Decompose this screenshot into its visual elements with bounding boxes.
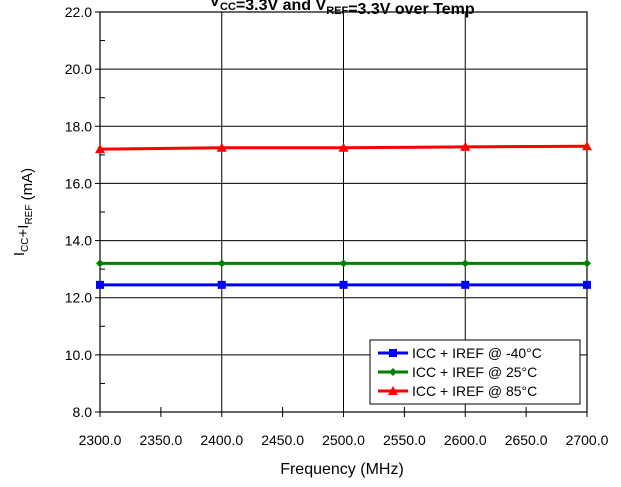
- data-point: [339, 280, 348, 289]
- legend-label: ICC + IREF @ -40°C: [412, 345, 542, 361]
- legend-item: ICC + IREF @ 85°C: [378, 383, 537, 399]
- y-tick-label: 22.0: [65, 4, 92, 20]
- x-tick-label: 2300.0: [79, 432, 122, 448]
- legend-label: ICC + IREF @ 25°C: [412, 364, 537, 380]
- data-point: [217, 259, 226, 268]
- series-1: [96, 280, 591, 289]
- legend: ICC + IREF @ -40°C ICC + IREF @ 25°C ICC +…: [369, 339, 581, 405]
- y-tick-labels: 8.0 10.0 12.0 14.0 16.0 18.0 20.0 22.0: [65, 4, 92, 420]
- x-tick-label: 2400.0: [200, 432, 243, 448]
- data-point: [339, 259, 348, 268]
- y-tick-label: 16.0: [65, 175, 92, 191]
- x-tick-label: 2500.0: [322, 432, 365, 448]
- x-tick-label: 2450.0: [261, 432, 304, 448]
- chart-title: VCC=3.3V and VREF=3.3V over Temp: [209, 0, 474, 18]
- data-point: [461, 259, 470, 268]
- series-2: [96, 259, 591, 268]
- series-3: [95, 141, 592, 154]
- legend-marker: [389, 368, 397, 376]
- x-tick-label: 2600.0: [444, 432, 487, 448]
- x-tick-label: 2550.0: [383, 432, 426, 448]
- y-tick-label: 8.0: [73, 404, 93, 420]
- x-tick-label: 2650.0: [505, 432, 548, 448]
- legend-label: ICC + IREF @ 85°C: [412, 383, 537, 399]
- data-point: [583, 280, 591, 289]
- data-point: [96, 280, 104, 289]
- x-tick-label: 2350.0: [139, 432, 182, 448]
- legend-item: ICC + IREF @ 25°C: [378, 364, 537, 380]
- data-point: [460, 141, 471, 151]
- data-point: [216, 142, 227, 152]
- legend-marker: [389, 349, 397, 357]
- legend-marker: [388, 386, 398, 395]
- y-tick-label: 12.0: [65, 290, 92, 306]
- x-axis-label: Frequency (MHz): [280, 461, 404, 478]
- series-group: [95, 141, 592, 289]
- y-axis-label: ICC+IREF (mA): [11, 168, 36, 256]
- data-point: [338, 142, 349, 152]
- data-point: [96, 259, 104, 268]
- x-tick-label: 2700.0: [566, 432, 609, 448]
- data-point: [217, 280, 226, 289]
- data-point: [461, 280, 470, 289]
- x-tick-labels: 2300.0 2350.0 2400.0 2450.0 2500.0 2550.0 2600…: [79, 432, 609, 448]
- data-point: [583, 259, 591, 268]
- minor-ticks: [100, 40, 527, 412]
- data-point: [582, 141, 592, 151]
- data-point: [95, 144, 105, 154]
- legend-item: ICC + IREF @ -40°C: [378, 345, 542, 361]
- y-tick-label: 14.0: [65, 233, 92, 249]
- y-tick-label: 18.0: [65, 118, 92, 134]
- y-tick-label: 10.0: [65, 347, 92, 363]
- y-tick-label: 20.0: [65, 61, 92, 77]
